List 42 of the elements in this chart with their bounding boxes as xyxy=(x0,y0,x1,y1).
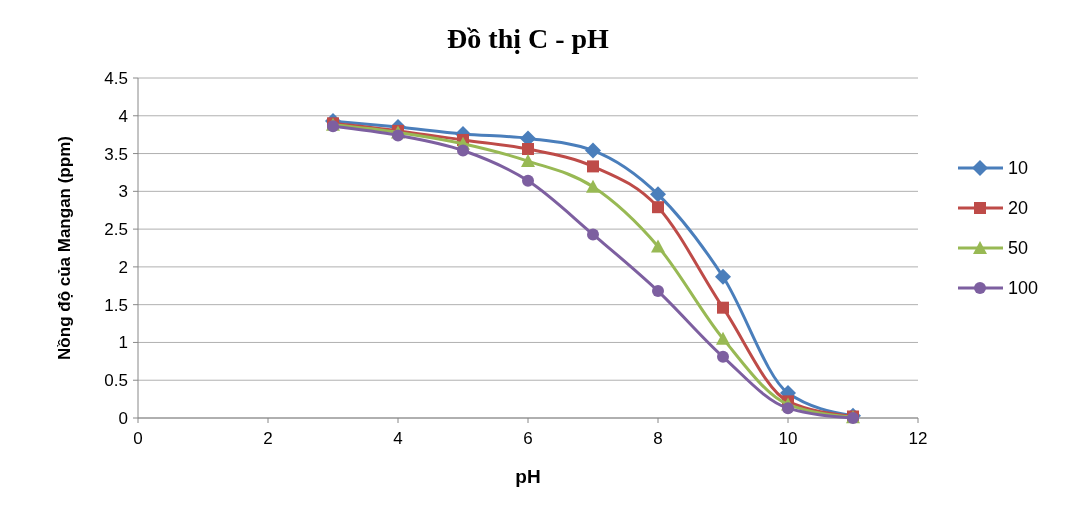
legend-label: 20 xyxy=(1008,198,1029,218)
point xyxy=(392,129,404,142)
point xyxy=(652,285,664,298)
x-tick-label: 0 xyxy=(133,429,143,448)
point xyxy=(652,201,664,214)
x-tick-label: 4 xyxy=(393,429,403,448)
point xyxy=(651,239,665,253)
y-axis-title: Nồng độ của Mangan (ppm) xyxy=(55,136,74,360)
point xyxy=(522,174,534,187)
point xyxy=(587,160,599,173)
y-tick-label: 2 xyxy=(118,257,128,277)
y-tick-label: 3.5 xyxy=(104,144,128,164)
point xyxy=(586,179,600,193)
y-tick-label: 2.5 xyxy=(104,220,128,240)
legend-label: 100 xyxy=(1008,278,1039,298)
point xyxy=(522,143,534,156)
y-tick-label: 4.5 xyxy=(104,69,128,88)
y-tick-label: 3 xyxy=(118,182,128,202)
y-tick-label: 1 xyxy=(118,333,128,353)
point xyxy=(457,144,469,157)
point xyxy=(715,268,731,285)
point xyxy=(585,142,601,159)
chart-title: Đồ thị C - pH xyxy=(447,23,610,54)
x-axis-title: pH xyxy=(515,466,541,487)
y-tick-label: 4 xyxy=(118,106,128,126)
y-tick-label: 1.5 xyxy=(104,295,128,315)
point xyxy=(782,402,794,415)
x-tick-label: 6 xyxy=(523,429,533,448)
x-tick-label: 8 xyxy=(653,429,663,448)
point xyxy=(587,228,599,241)
point xyxy=(521,154,535,168)
point xyxy=(717,350,729,363)
point xyxy=(717,301,729,314)
y-tick-label: 0 xyxy=(118,409,128,428)
x-tick-label: 10 xyxy=(778,429,798,448)
x-tick-label: 2 xyxy=(263,429,273,448)
x-tick-label: 12 xyxy=(908,429,928,448)
legend-label: 10 xyxy=(1008,158,1029,178)
point xyxy=(650,186,666,203)
point xyxy=(716,331,730,345)
y-tick-label: 0.5 xyxy=(104,371,128,391)
legend-label: 50 xyxy=(1008,238,1029,258)
